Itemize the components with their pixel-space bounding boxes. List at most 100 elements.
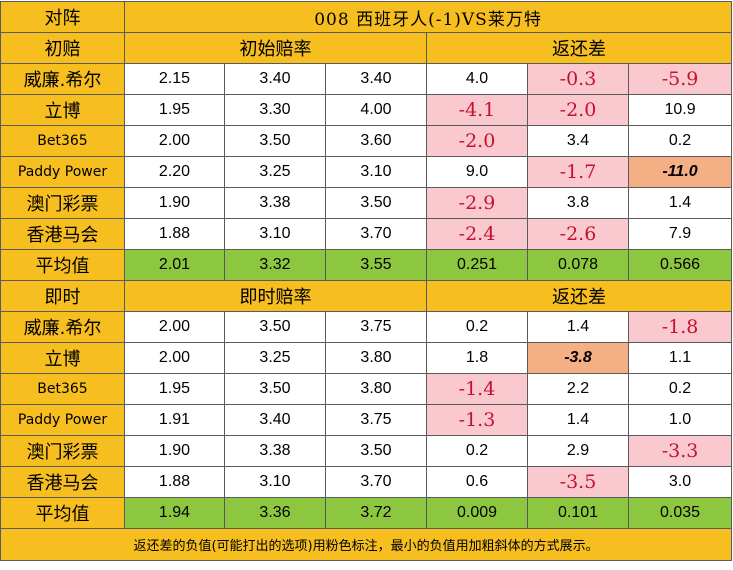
table-row: 威廉.希尔 2.00 3.50 3.75 0.2 1.4 -1.8 <box>0 311 733 343</box>
live-diff-header: 返还差 <box>425 280 733 312</box>
odds-cell: 2.00 <box>124 311 225 343</box>
odds-cell: 1.88 <box>124 466 225 498</box>
diff-cell-negative: -1.8 <box>627 311 733 343</box>
diff-cell-negative: -2.6 <box>527 218 629 250</box>
table-row: 立博 2.00 3.25 3.80 1.8 -3.8 1.1 <box>0 342 733 374</box>
diff-cell-negative: -1.7 <box>527 156 629 188</box>
odds-cell: 1.90 <box>124 187 225 219</box>
table-row: 澳门彩票 1.90 3.38 3.50 -2.9 3.8 1.4 <box>0 187 733 219</box>
diff-cell: 3.8 <box>527 187 629 219</box>
diff-cell: 0.2 <box>426 435 528 467</box>
odds-cell: 1.95 <box>124 94 225 126</box>
table-row: 威廉.希尔 2.15 3.40 3.40 4.0 -0.3 -5.9 <box>0 63 733 95</box>
diff-cell: 1.1 <box>627 342 733 374</box>
average-cell: 1.94 <box>124 497 225 529</box>
corner-header: 对阵 <box>0 1 125 33</box>
match-title: 008 西班牙人(-1)VS莱万特 <box>123 1 733 33</box>
odds-cell: 3.50 <box>224 311 326 343</box>
odds-cell: 2.00 <box>124 125 225 157</box>
bookmaker-name: 立博 <box>0 342 125 374</box>
diff-cell-negative: -3.5 <box>527 466 629 498</box>
table-row: 香港马会 1.88 3.10 3.70 -2.4 -2.6 7.9 <box>0 218 733 250</box>
diff-cell: 1.8 <box>426 342 528 374</box>
odds-cell: 2.00 <box>124 342 225 374</box>
diff-cell: 2.2 <box>527 373 629 405</box>
diff-cell: 0.2 <box>426 311 528 343</box>
diff-cell: 0.2 <box>627 373 733 405</box>
diff-cell: 3.4 <box>527 125 629 157</box>
odds-cell: 3.10 <box>325 156 427 188</box>
table-row: 立博 1.95 3.30 4.00 -4.1 -2.0 10.9 <box>0 94 733 126</box>
odds-cell: 3.70 <box>325 466 427 498</box>
bookmaker-name: 香港马会 <box>0 218 125 250</box>
diff-cell: 10.9 <box>627 94 733 126</box>
odds-cell: 3.30 <box>224 94 326 126</box>
odds-cell: 3.38 <box>224 187 326 219</box>
odds-cell: 3.70 <box>325 218 427 250</box>
odds-cell: 3.75 <box>325 404 427 436</box>
diff-cell-min-negative: -3.8 <box>527 342 629 374</box>
average-cell: 0.035 <box>627 497 733 529</box>
average-cell: 0.101 <box>527 497 629 529</box>
diff-cell: 0.6 <box>426 466 528 498</box>
bookmaker-name: 香港马会 <box>0 466 125 498</box>
diff-cell: 7.9 <box>627 218 733 250</box>
average-cell: 0.566 <box>627 249 733 281</box>
odds-cell: 2.15 <box>124 63 225 95</box>
average-label: 平均值 <box>0 249 125 281</box>
average-cell: 3.36 <box>224 497 326 529</box>
average-row: 平均值 2.01 3.32 3.55 0.251 0.078 0.566 <box>0 249 733 281</box>
average-label: 平均值 <box>0 497 125 529</box>
diff-cell: 3.0 <box>627 466 733 498</box>
diff-cell-negative: -2.0 <box>426 125 528 157</box>
diff-cell-negative: -2.4 <box>426 218 528 250</box>
odds-cell: 1.91 <box>124 404 225 436</box>
footnote: 返还差的负值(可能打出的选项)用粉色标注，最小的负值用加粗斜体的方式展示。 <box>0 528 733 561</box>
diff-cell: 0.2 <box>627 125 733 157</box>
diff-cell-negative: -5.9 <box>627 63 733 95</box>
odds-cell: 3.80 <box>325 373 427 405</box>
odds-cell: 3.40 <box>224 404 326 436</box>
odds-cell: 3.10 <box>224 218 326 250</box>
odds-cell: 3.50 <box>224 373 326 405</box>
bookmaker-name: 澳门彩票 <box>0 187 125 219</box>
table-row: 澳门彩票 1.90 3.38 3.50 0.2 2.9 -3.3 <box>0 435 733 467</box>
diff-cell: 1.4 <box>627 187 733 219</box>
live-section-label: 即时 <box>0 280 125 312</box>
table-row: Bet365 2.00 3.50 3.60 -2.0 3.4 0.2 <box>0 125 733 157</box>
diff-cell-negative: -1.3 <box>426 404 528 436</box>
table-row: Bet365 1.95 3.50 3.80 -1.4 2.2 0.2 <box>0 373 733 405</box>
odds-cell: 3.60 <box>325 125 427 157</box>
table-row: Paddy Power 1.91 3.40 3.75 -1.3 1.4 1.0 <box>0 404 733 436</box>
bookmaker-name: 威廉.希尔 <box>0 63 125 95</box>
average-cell: 0.009 <box>426 497 528 529</box>
diff-cell: 1.0 <box>627 404 733 436</box>
odds-cell: 3.10 <box>224 466 326 498</box>
odds-cell: 4.00 <box>325 94 427 126</box>
bookmaker-name: Bet365 <box>0 125 125 157</box>
diff-cell: 1.4 <box>527 404 629 436</box>
bookmaker-name: 立博 <box>0 94 125 126</box>
initial-section-label: 初赔 <box>0 32 125 64</box>
odds-cell: 3.75 <box>325 311 427 343</box>
initial-odds-header: 初始赔率 <box>124 32 427 64</box>
odds-cell: 3.50 <box>224 125 326 157</box>
odds-cell: 3.25 <box>224 342 326 374</box>
average-cell: 3.32 <box>224 249 326 281</box>
diff-cell-negative: -1.4 <box>426 373 528 405</box>
bookmaker-name: Bet365 <box>0 373 125 405</box>
odds-cell: 2.20 <box>124 156 225 188</box>
odds-cell: 1.88 <box>124 218 225 250</box>
odds-cell: 3.38 <box>224 435 326 467</box>
average-row: 平均值 1.94 3.36 3.72 0.009 0.101 0.035 <box>0 497 733 529</box>
odds-cell: 1.95 <box>124 373 225 405</box>
odds-cell: 3.25 <box>224 156 326 188</box>
diff-cell-min-negative: -11.0 <box>627 156 733 188</box>
average-cell: 3.72 <box>325 497 427 529</box>
diff-cell: 4.0 <box>426 63 528 95</box>
odds-cell: 3.40 <box>224 63 326 95</box>
diff-cell: 1.4 <box>527 311 629 343</box>
odds-cell: 3.80 <box>325 342 427 374</box>
average-cell: 0.078 <box>527 249 629 281</box>
